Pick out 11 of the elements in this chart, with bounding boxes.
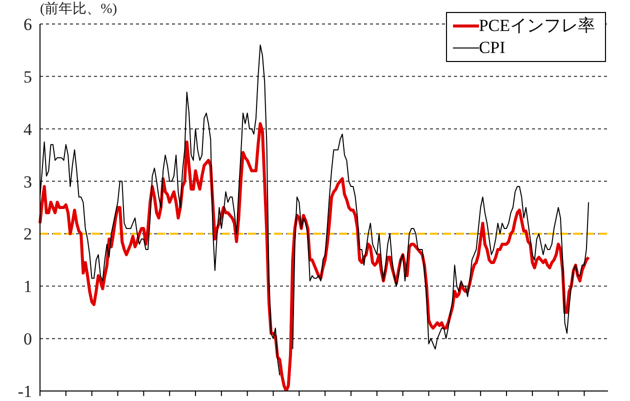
y-tick-label: 1 [24,277,32,296]
legend-label: PCEインフレ率 [478,15,595,37]
y-tick-label: 2 [24,224,32,244]
legend-label: CPI [478,37,506,59]
y-tick-label: 0 [24,330,32,349]
y-tick-label: 3 [24,172,32,192]
y-tick-label: -1 [18,382,32,401]
y-tick-label: 6 [24,15,32,34]
y-axis-title: (前年比、%) [40,0,117,18]
y-tick-label: 4 [24,120,32,139]
y-tick-label: 5 [24,67,32,86]
